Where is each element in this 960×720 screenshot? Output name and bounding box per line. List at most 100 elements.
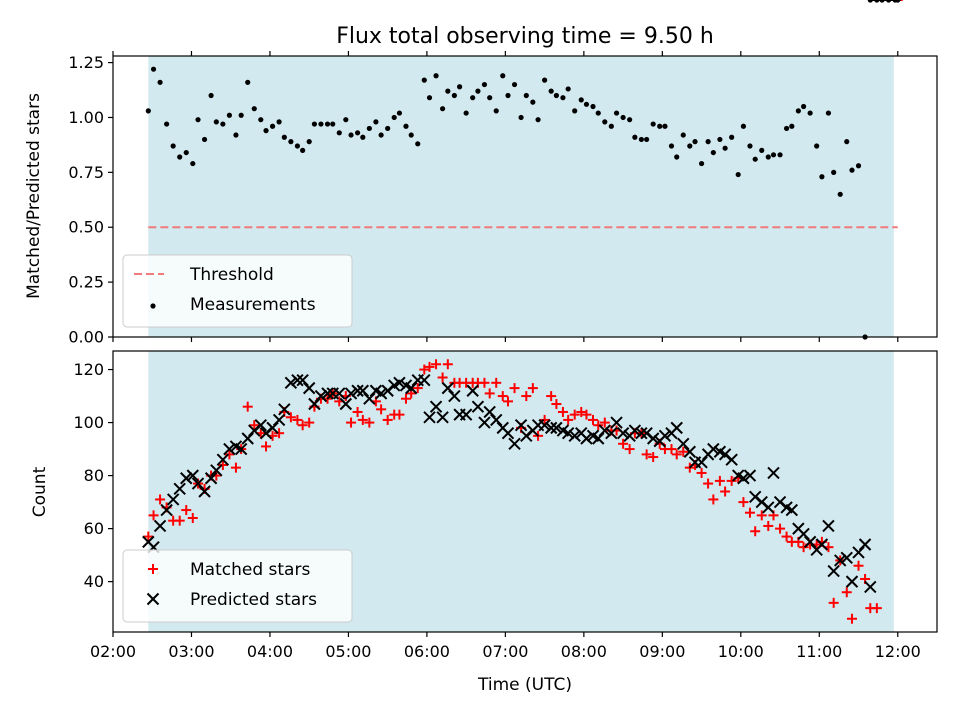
measurement-point	[378, 132, 384, 138]
measurement-point	[657, 123, 663, 129]
predicted-star-point	[580, 432, 593, 445]
predicted-star-point	[658, 429, 672, 443]
matched-star-point	[641, 449, 652, 460]
measurement-point	[560, 95, 566, 101]
measurement-point	[145, 108, 151, 114]
measurement-point	[373, 119, 379, 125]
predicted-star-point	[459, 408, 473, 421]
matched-star-point	[557, 406, 568, 417]
matched-star-point	[376, 404, 387, 415]
measurement-point	[330, 121, 336, 127]
measurement-point	[800, 103, 807, 110]
predicted-star-point	[840, 551, 853, 564]
measurement-point	[783, 125, 790, 132]
predicted-star-point	[743, 469, 757, 482]
measurement-point	[281, 134, 287, 140]
measurement-point	[511, 81, 518, 88]
measurement-point	[632, 134, 638, 140]
legend-marker-matched	[148, 564, 158, 574]
measurement-point	[849, 167, 855, 173]
matched-star-point	[382, 414, 393, 425]
measurement-point	[789, 123, 795, 129]
measurement-point	[500, 73, 506, 79]
measurement-point	[595, 110, 601, 116]
predicted-star-point	[598, 424, 611, 437]
matched-star-point	[497, 391, 508, 402]
measurement-point	[650, 121, 656, 127]
matched-star-point	[352, 406, 363, 417]
matched-star-point	[576, 406, 587, 417]
measurement-point	[747, 143, 753, 149]
predicted-star-point	[568, 429, 581, 443]
x-tick-label: 02:00	[90, 642, 136, 661]
measurement-point	[831, 169, 837, 175]
measurement-point	[318, 121, 324, 127]
predicted-star-point	[166, 493, 180, 506]
predicted-star-point	[762, 501, 775, 514]
matched-star-point	[678, 446, 689, 457]
x-axis-label: Time (UTC)	[477, 675, 572, 695]
measurement-point	[457, 84, 463, 90]
matched-star-point	[763, 520, 774, 531]
measurement-point	[795, 108, 801, 114]
measurement-point	[233, 132, 239, 138]
matched-star-point	[539, 414, 550, 425]
chart-title: Flux total observing time = 9.50 h	[336, 24, 714, 49]
measurement-point	[608, 123, 614, 129]
predicted-star-point	[785, 503, 799, 517]
legend-label: Predicted stars	[190, 590, 317, 610]
matched-star-point	[546, 391, 557, 402]
measurement-point	[201, 136, 208, 143]
predicted-star-point	[767, 466, 780, 480]
ratio-x-ticks	[112, 51, 899, 342]
measurement-point	[740, 123, 747, 129]
matched-star-point	[527, 383, 538, 394]
y-tick-label: 1.00	[68, 108, 104, 127]
predicted-star-point	[834, 554, 847, 567]
predicted-star-point	[186, 469, 199, 482]
legend-marker-measurements	[150, 303, 156, 309]
matched-star-point	[346, 417, 357, 428]
predicted-star-point	[173, 482, 186, 496]
measurement-point	[354, 130, 361, 136]
matched-star-point	[624, 444, 635, 455]
measurement-point	[662, 123, 668, 129]
matched-star-point	[593, 420, 604, 431]
measurement-point	[288, 139, 294, 145]
predicted-star-point	[864, 580, 877, 594]
measurement-point	[518, 114, 524, 121]
y-tick-label: 80	[84, 466, 104, 485]
legend-label: Matched stars	[190, 560, 310, 580]
matched-star-point	[217, 459, 228, 470]
y-tick-label: 0.00	[68, 328, 104, 347]
matched-star-point	[394, 409, 405, 420]
matched-star-point	[442, 359, 453, 370]
predicted-star-point	[234, 442, 248, 456]
predicted-star-point	[198, 485, 211, 498]
measurement-point	[258, 117, 264, 123]
predicted-star-point	[737, 472, 750, 485]
matched-star-point	[750, 526, 761, 537]
measurement-point	[336, 130, 342, 136]
matched-star-point	[274, 428, 285, 439]
y-tick-label: 1.25	[68, 53, 104, 72]
measurement-point	[300, 147, 306, 153]
matched-star-point	[738, 497, 749, 508]
count-panel-frame	[112, 350, 938, 633]
predicted-star-point	[210, 464, 223, 477]
measurement-point	[777, 152, 783, 158]
measurement-point	[553, 92, 559, 99]
measurement-point	[208, 92, 214, 99]
measurement-point	[470, 95, 476, 101]
predicted-star-point	[508, 437, 521, 450]
predicted-star-point	[339, 397, 353, 411]
measurement-point	[276, 119, 282, 125]
measurement-point	[855, 163, 862, 169]
matched-star-point	[187, 513, 198, 524]
matched-star-point	[798, 542, 809, 553]
measurement-point	[602, 119, 608, 125]
ratio-panel: 0.00 0.25 0.50 0.75 1.00 1.25 Matched/Predict…	[24, 0, 938, 347]
measurement-point	[572, 108, 578, 114]
matched-star-point	[148, 510, 159, 521]
